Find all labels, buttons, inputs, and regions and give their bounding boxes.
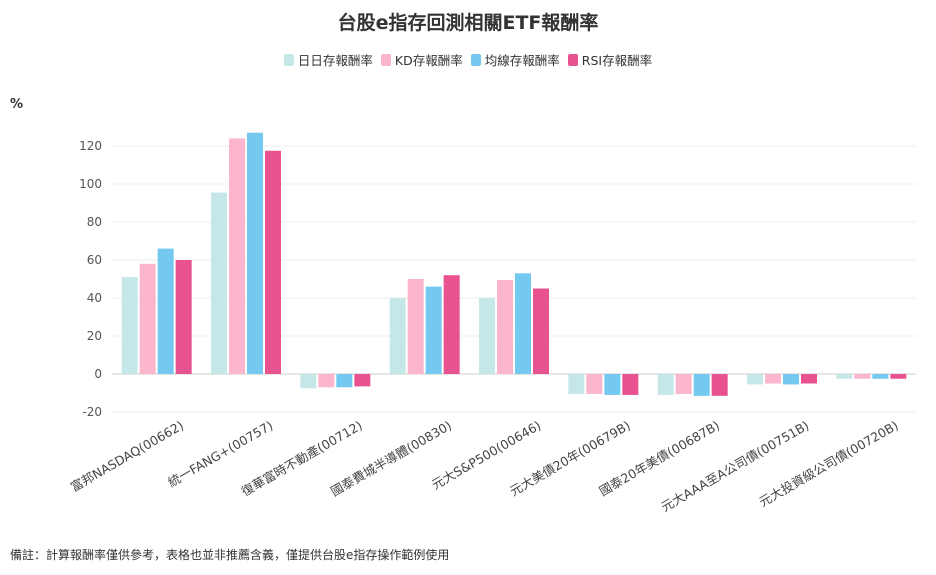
chart-title: 台股e指存回測相關ETF報酬率 bbox=[337, 12, 599, 34]
y-axis-unit-label: % bbox=[10, 97, 24, 112]
bar-5-2[interactable] bbox=[604, 374, 621, 395]
bar-2-3[interactable] bbox=[354, 374, 371, 387]
legend-swatch-series-0 bbox=[283, 53, 294, 66]
legend-label-series-1: KD存報酬率 bbox=[394, 53, 463, 68]
y-tick-label-0: -20 bbox=[82, 405, 102, 419]
legend-label-series-3: RSI存報酬率 bbox=[581, 53, 653, 68]
bar-1-0[interactable] bbox=[211, 192, 227, 374]
bar-1-1[interactable] bbox=[229, 138, 245, 374]
bar-1-3[interactable] bbox=[265, 150, 281, 374]
bar-6-3[interactable] bbox=[711, 374, 728, 396]
legend-label-series-2: 均線存報酬率 bbox=[484, 53, 560, 68]
legend-label-series-0: 日日存報酬率 bbox=[297, 53, 373, 68]
bar-6-1[interactable] bbox=[675, 374, 692, 394]
x-category-label-8: 元大投資級公司債(00720B) bbox=[756, 418, 900, 510]
bar-7-2[interactable] bbox=[783, 374, 799, 385]
bar-0-1[interactable] bbox=[139, 263, 156, 374]
bar-7-0[interactable] bbox=[747, 374, 763, 385]
bar-6-2[interactable] bbox=[693, 374, 710, 396]
bar-6-0[interactable] bbox=[657, 374, 674, 395]
bar-4-1[interactable] bbox=[497, 279, 513, 374]
bar-4-3[interactable] bbox=[533, 288, 549, 375]
bar-4-0[interactable] bbox=[479, 298, 495, 374]
bar-3-0[interactable] bbox=[389, 298, 406, 374]
bar-5-0[interactable] bbox=[568, 374, 585, 394]
y-tick-label-2: 20 bbox=[87, 329, 102, 343]
y-tick-label-5: 80 bbox=[87, 215, 102, 229]
bar-8-0[interactable] bbox=[836, 374, 853, 379]
bar-8-2[interactable] bbox=[872, 374, 889, 379]
bar-0-3[interactable] bbox=[175, 260, 192, 374]
bar-3-1[interactable] bbox=[407, 279, 424, 374]
bar-7-1[interactable] bbox=[765, 374, 781, 384]
bar-8-3[interactable] bbox=[890, 374, 907, 379]
bar-2-2[interactable] bbox=[336, 374, 353, 388]
x-axis-category-labels: 富邦NASDAQ(00662)統一FANG+(00757)復華富時不動產(007… bbox=[68, 418, 901, 515]
bar-8-1[interactable] bbox=[854, 374, 871, 379]
bar-2-1[interactable] bbox=[318, 374, 335, 388]
bar-5-1[interactable] bbox=[586, 374, 603, 394]
legend-item-series-0[interactable]: 日日存報酬率 bbox=[283, 50, 373, 69]
bar-0-0[interactable] bbox=[121, 277, 138, 374]
bar-5-3[interactable] bbox=[622, 374, 639, 395]
legend-swatch-series-2 bbox=[470, 53, 481, 66]
y-tick-label-4: 60 bbox=[87, 253, 102, 267]
legend-swatch-series-3 bbox=[567, 53, 578, 66]
footnote: 備註：計算報酬率僅供參考，表格也並非推薦含義，僅提供台股e指存操作範例使用 bbox=[10, 548, 450, 562]
y-tick-label-3: 40 bbox=[87, 291, 102, 305]
y-tick-label-7: 120 bbox=[79, 139, 102, 153]
y-tick-label-6: 100 bbox=[79, 177, 102, 191]
chart-legend: 日日存報酬率 KD存報酬率 均線存報酬率 RSI存報酬率 bbox=[0, 50, 936, 69]
bar-0-2[interactable] bbox=[157, 248, 174, 374]
bars bbox=[121, 132, 907, 396]
bar-3-2[interactable] bbox=[425, 286, 442, 374]
bar-4-2[interactable] bbox=[515, 273, 531, 374]
legend-swatch-series-1 bbox=[380, 53, 391, 66]
bar-2-0[interactable] bbox=[300, 374, 317, 389]
y-tick-label-1: 0 bbox=[94, 367, 102, 381]
grid-lines bbox=[112, 145, 916, 413]
legend-item-series-3[interactable]: RSI存報酬率 bbox=[567, 50, 653, 69]
y-axis-ticks: -20 0 20 40 60 80 100 120 bbox=[79, 139, 102, 419]
bar-3-3[interactable] bbox=[443, 275, 460, 374]
x-category-label-7: 元大AAA至A公司債(00751B) bbox=[659, 418, 812, 515]
legend-item-series-1[interactable]: KD存報酬率 bbox=[380, 50, 463, 69]
legend-item-series-2[interactable]: 均線存報酬率 bbox=[470, 50, 560, 69]
bar-7-3[interactable] bbox=[801, 374, 817, 384]
bar-1-2[interactable] bbox=[247, 132, 263, 374]
